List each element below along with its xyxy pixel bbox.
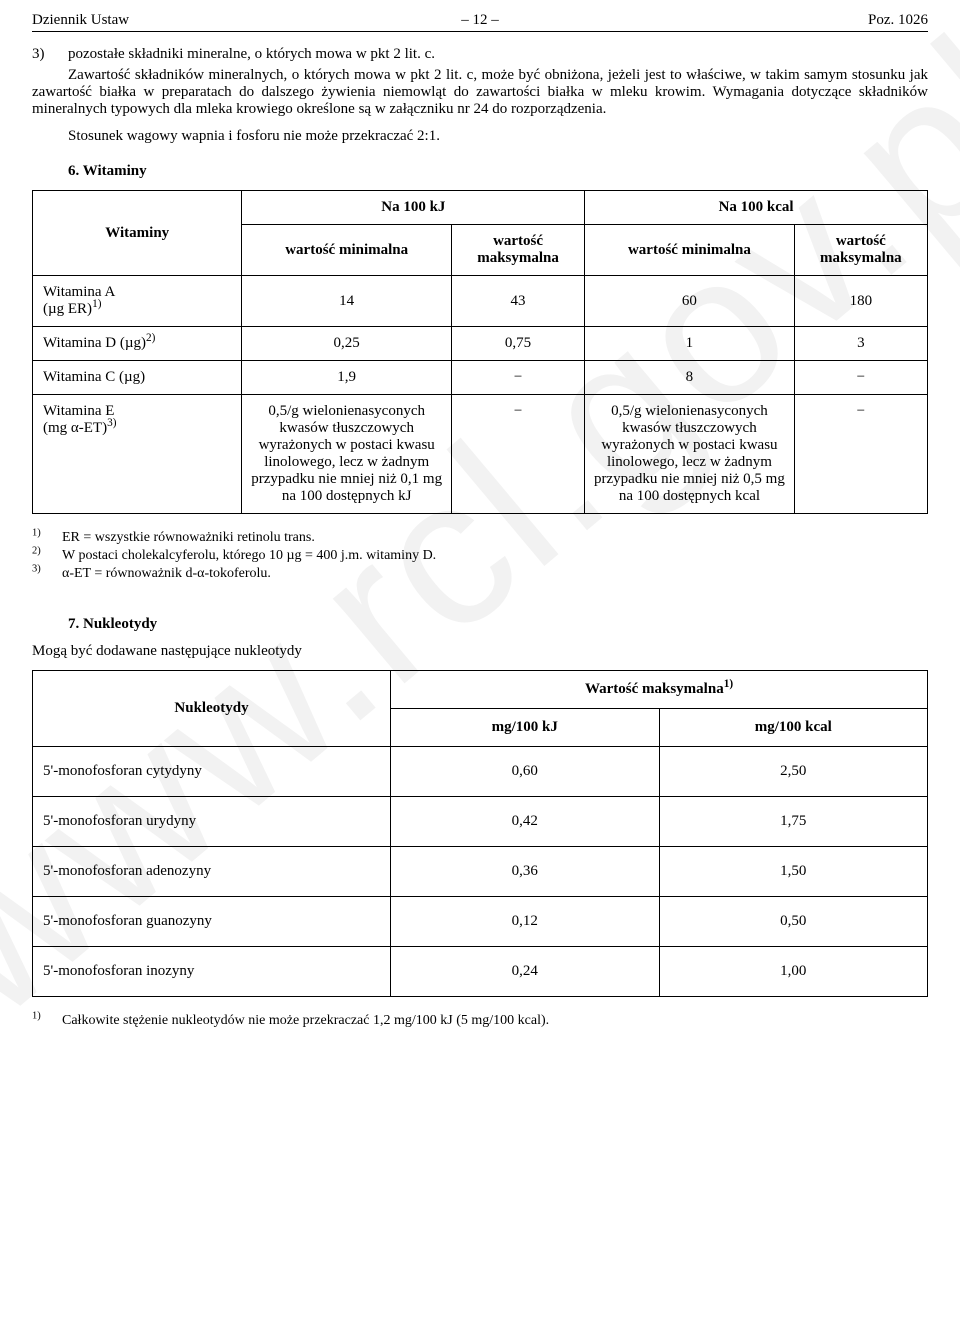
- cell: −: [794, 361, 927, 395]
- table-row: 5'-monofosforan adenozyny 0,36 1,50: [33, 847, 928, 897]
- cell: 0,60: [391, 747, 660, 797]
- cell-label: 5'-monofosforan adenozyny: [33, 847, 391, 897]
- list-item-3: 3) pozostałe składniki mineralne, o któr…: [32, 46, 928, 63]
- nukleotydy-footnotes: 1) Całkowite stężenie nukleotydów nie mo…: [32, 1013, 928, 1029]
- cell: 0,75: [451, 327, 584, 361]
- col-header: Witaminy: [33, 191, 242, 276]
- paragraph: Zawartość składników mineralnych, o któr…: [32, 67, 928, 118]
- footnote-mark: 2): [32, 548, 62, 564]
- cell: −: [451, 361, 584, 395]
- table-row: Witamina C (µg) 1,9 − 8 −: [33, 361, 928, 395]
- cell: −: [794, 395, 927, 514]
- cell: 8: [585, 361, 794, 395]
- col-header: mg/100 kJ: [391, 709, 660, 747]
- cell: 3: [794, 327, 927, 361]
- footnote-text: ER = wszystkie równoważniki retinolu tra…: [62, 530, 315, 546]
- footnote-mark: 1): [32, 1013, 62, 1029]
- footnote-mark: 3): [32, 566, 62, 582]
- header-page-number: – 12 –: [331, 12, 630, 29]
- cell: 0,42: [391, 797, 660, 847]
- cell: 0,24: [391, 947, 660, 997]
- col-header: Wartość maksymalna1): [391, 671, 928, 709]
- table-row: 5'-monofosforan guanozyny 0,12 0,50: [33, 897, 928, 947]
- cell: 1: [585, 327, 794, 361]
- col-header: wartość maksymalna: [451, 225, 584, 276]
- cell-label: 5'-monofosforan guanozyny: [33, 897, 391, 947]
- table-row: Witamina D (µg)2) 0,25 0,75 1 3: [33, 327, 928, 361]
- footnote: 3) α-ET = równoważnik d-α-tokoferolu.: [32, 566, 928, 582]
- cell-label: 5'-monofosforan urydyny: [33, 797, 391, 847]
- footnote-text: α-ET = równoważnik d-α-tokoferolu.: [62, 566, 271, 582]
- paragraph: Mogą być dodawane następujące nukleotydy: [32, 643, 928, 660]
- footnote-text: Całkowite stężenie nukleotydów nie może …: [62, 1013, 549, 1029]
- list-number: 3): [32, 46, 68, 63]
- list-body: pozostałe składniki mineralne, o których…: [68, 46, 928, 63]
- cell: 0,12: [391, 897, 660, 947]
- cell: 0,50: [659, 897, 928, 947]
- cell: 2,50: [659, 747, 928, 797]
- cell: −: [451, 395, 584, 514]
- section-title-text: 6. Witaminy: [68, 163, 147, 179]
- cell: 43: [451, 276, 584, 327]
- cell: 0,5/g wielonienasyconych kwasów tłuszczo…: [585, 395, 794, 514]
- paragraph: Stosunek wagowy wapnia i fosforu nie moż…: [68, 128, 928, 145]
- footnote: 1) Całkowite stężenie nukleotydów nie mo…: [32, 1013, 928, 1029]
- footnote: 2) W postaci cholekalcyferolu, którego 1…: [32, 548, 928, 564]
- cell-label: 5'-monofosforan cytydyny: [33, 747, 391, 797]
- header-left: Dziennik Ustaw: [32, 12, 331, 29]
- vitamins-table: Witaminy Na 100 kJ Na 100 kcal wartość m…: [32, 190, 928, 514]
- cell: 1,9: [242, 361, 451, 395]
- col-header: wartość maksymalna: [794, 225, 927, 276]
- section-title-vitamins: 6. Witaminy: [68, 163, 928, 180]
- cell-label: Witamina E(mg α-ET)3): [33, 395, 242, 514]
- footnote-text: W postaci cholekalcyferolu, którego 10 µ…: [62, 548, 436, 564]
- cell: 180: [794, 276, 927, 327]
- col-header: mg/100 kcal: [659, 709, 928, 747]
- vitamins-footnotes: 1) ER = wszystkie równoważniki retinolu …: [32, 530, 928, 582]
- table-row: Nukleotydy Wartość maksymalna1): [33, 671, 928, 709]
- col-header: Na 100 kJ: [242, 191, 585, 225]
- col-header: wartość minimalna: [242, 225, 451, 276]
- cell-label: Witamina D (µg)2): [33, 327, 242, 361]
- nukleotydy-table: Nukleotydy Wartość maksymalna1) mg/100 k…: [32, 670, 928, 997]
- cell: 1,00: [659, 947, 928, 997]
- footnote: 1) ER = wszystkie równoważniki retinolu …: [32, 530, 928, 546]
- table-row: 5'-monofosforan cytydyny 0,60 2,50: [33, 747, 928, 797]
- page-header: Dziennik Ustaw – 12 – Poz. 1026: [32, 12, 928, 32]
- cell-label: Witamina C (µg): [33, 361, 242, 395]
- table-row: Witamina E(mg α-ET)3) 0,5/g wielonienasy…: [33, 395, 928, 514]
- col-header: Nukleotydy: [33, 671, 391, 747]
- col-header: Na 100 kcal: [585, 191, 928, 225]
- table-row: Witaminy Na 100 kJ Na 100 kcal: [33, 191, 928, 225]
- cell-label: 5'-monofosforan inozyny: [33, 947, 391, 997]
- cell-label: Witamina A(µg ER)1): [33, 276, 242, 327]
- cell: 1,50: [659, 847, 928, 897]
- footnote-mark: 1): [32, 530, 62, 546]
- page-content: Dziennik Ustaw – 12 – Poz. 1026 3) pozos…: [0, 0, 960, 1051]
- cell: 0,25: [242, 327, 451, 361]
- table-row: 5'-monofosforan inozyny 0,24 1,00: [33, 947, 928, 997]
- header-right: Poz. 1026: [629, 12, 928, 29]
- section-title-text: 7. Nukleotydy: [68, 616, 157, 632]
- table-row: 5'-monofosforan urydyny 0,42 1,75: [33, 797, 928, 847]
- col-header: wartość minimalna: [585, 225, 794, 276]
- cell: 60: [585, 276, 794, 327]
- section-title-nukleotydy: 7. Nukleotydy: [68, 616, 928, 633]
- cell: 0,5/g wielonienasyconych kwasów tłuszczo…: [242, 395, 451, 514]
- cell: 0,36: [391, 847, 660, 897]
- table-row: Witamina A(µg ER)1) 14 43 60 180: [33, 276, 928, 327]
- cell: 1,75: [659, 797, 928, 847]
- cell: 14: [242, 276, 451, 327]
